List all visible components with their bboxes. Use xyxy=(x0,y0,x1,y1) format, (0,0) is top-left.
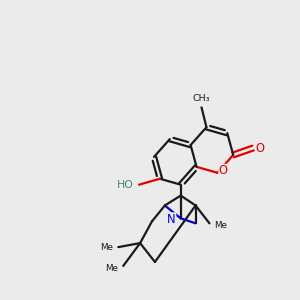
Text: O: O xyxy=(256,142,265,154)
Text: Me: Me xyxy=(214,221,227,230)
Text: HO: HO xyxy=(117,180,134,190)
Text: O: O xyxy=(219,164,228,177)
Text: N: N xyxy=(167,213,176,226)
Text: Me: Me xyxy=(100,243,113,252)
Text: CH₃: CH₃ xyxy=(193,94,210,103)
Text: Me: Me xyxy=(105,264,118,273)
